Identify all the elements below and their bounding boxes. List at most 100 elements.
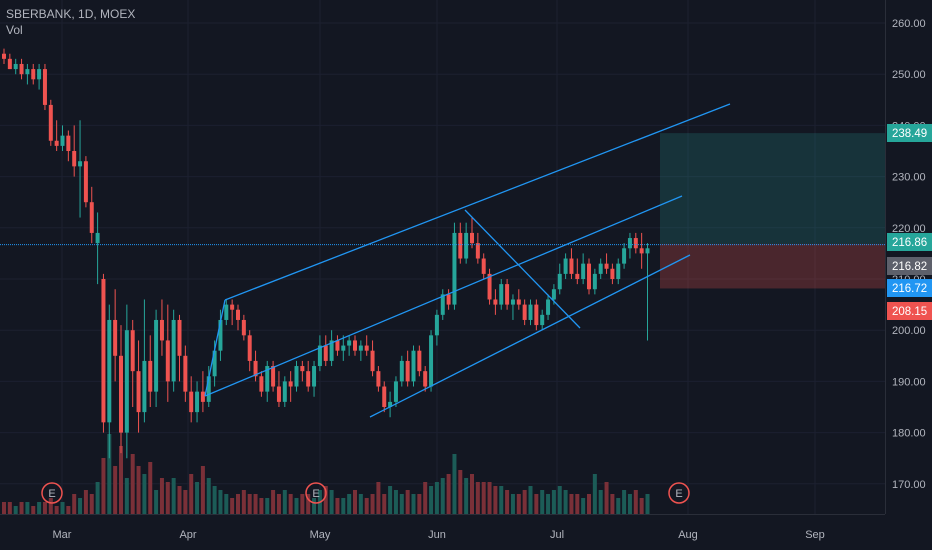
volume-bar <box>411 494 416 514</box>
candle-body <box>218 319 223 351</box>
volume-bar <box>487 482 492 514</box>
time-tick-label: Sep <box>805 529 825 541</box>
candle <box>487 268 492 305</box>
candle <box>31 63 36 85</box>
volume-bar <box>230 498 235 514</box>
volume-bar <box>364 498 369 514</box>
candle <box>247 330 252 372</box>
volume-bar <box>622 490 627 514</box>
volume-bar <box>19 502 24 514</box>
volume-bar <box>107 434 112 514</box>
candle <box>393 376 398 407</box>
candle-body <box>288 381 293 387</box>
earnings-label: E <box>312 488 319 500</box>
candle-body <box>446 294 451 305</box>
volume-bar <box>218 490 223 514</box>
volume-bar <box>78 498 83 514</box>
volume-bar <box>382 494 387 514</box>
time-tick-label: Aug <box>678 529 698 541</box>
volume-bar <box>95 482 100 514</box>
volume-bar <box>200 466 205 514</box>
candle <box>458 222 463 264</box>
candle <box>60 125 65 151</box>
volume-bar <box>388 486 393 514</box>
volume-bar <box>60 502 65 514</box>
volume-bar <box>259 498 264 514</box>
candle <box>540 309 545 331</box>
volume-bar <box>627 494 632 514</box>
candle-body <box>393 381 398 402</box>
price-label-text: 238.49 <box>892 128 927 140</box>
candle-body <box>423 371 428 387</box>
volume-bar <box>113 466 118 514</box>
channel-edge <box>204 299 226 397</box>
candle-body <box>481 258 486 274</box>
candle <box>288 371 293 402</box>
volume-bar <box>101 458 106 514</box>
chart-legend: SBERBANK, 1D, MOEX Vol <box>6 6 135 38</box>
candle <box>72 125 77 177</box>
earnings-circle <box>668 482 690 504</box>
price-tick-label: 170.00 <box>892 479 926 491</box>
volume-bar <box>148 462 153 514</box>
candle-body <box>434 314 439 336</box>
candle-body <box>241 319 246 336</box>
candle-body <box>177 319 182 356</box>
candle <box>358 340 363 361</box>
volume-bar <box>183 490 188 514</box>
volume-bar <box>136 466 141 514</box>
candle-body <box>171 319 176 382</box>
lower-channel-line <box>369 254 691 418</box>
volume-bar <box>300 494 305 514</box>
price-label-bg <box>887 233 932 251</box>
candle <box>627 232 632 259</box>
candle-body <box>165 340 170 382</box>
candle <box>119 325 123 454</box>
candle <box>534 299 539 331</box>
price-tick-label: 200.00 <box>892 325 926 337</box>
candle-body <box>376 371 381 387</box>
candle <box>294 360 299 392</box>
volume-bar <box>130 454 135 514</box>
upper-channel-line <box>224 103 731 301</box>
candle <box>101 273 106 433</box>
candle-body <box>276 386 281 402</box>
candle-body <box>54 140 59 146</box>
volume-bar <box>604 482 609 514</box>
volume-bar <box>598 490 603 514</box>
volume-bar <box>2 502 6 514</box>
price-label-stop: 208.15 <box>887 302 932 320</box>
candle <box>563 253 568 279</box>
volume-bar <box>399 494 404 514</box>
candle-body <box>136 371 141 413</box>
candle-body <box>452 232 457 305</box>
volume-bar <box>610 494 615 514</box>
candle-body <box>195 391 200 413</box>
candle-body <box>551 289 556 300</box>
candle-body <box>464 232 469 259</box>
price-label-target: 238.49 <box>887 124 932 142</box>
candle-body <box>31 69 36 80</box>
candle <box>253 350 258 382</box>
volume-bar <box>48 498 53 514</box>
candle-body <box>312 366 317 387</box>
profit-zone <box>660 133 885 244</box>
volume-bar <box>294 498 299 514</box>
volume-bar <box>165 482 170 514</box>
candle <box>440 289 445 320</box>
candle-body <box>639 248 644 254</box>
candle <box>148 335 153 407</box>
volume-bar <box>493 486 498 514</box>
candle <box>236 304 240 331</box>
price-label-text: 216.82 <box>892 261 927 273</box>
candle-body <box>370 350 375 372</box>
candle <box>516 289 521 310</box>
candle <box>475 232 480 264</box>
price-tick-label: 250.00 <box>892 69 926 81</box>
volume-bar <box>72 494 77 514</box>
volume-bar <box>282 490 287 514</box>
volume-bar <box>224 494 229 514</box>
volume-bar <box>639 498 644 514</box>
candle-body <box>48 104 53 141</box>
volume-bar <box>557 486 562 514</box>
